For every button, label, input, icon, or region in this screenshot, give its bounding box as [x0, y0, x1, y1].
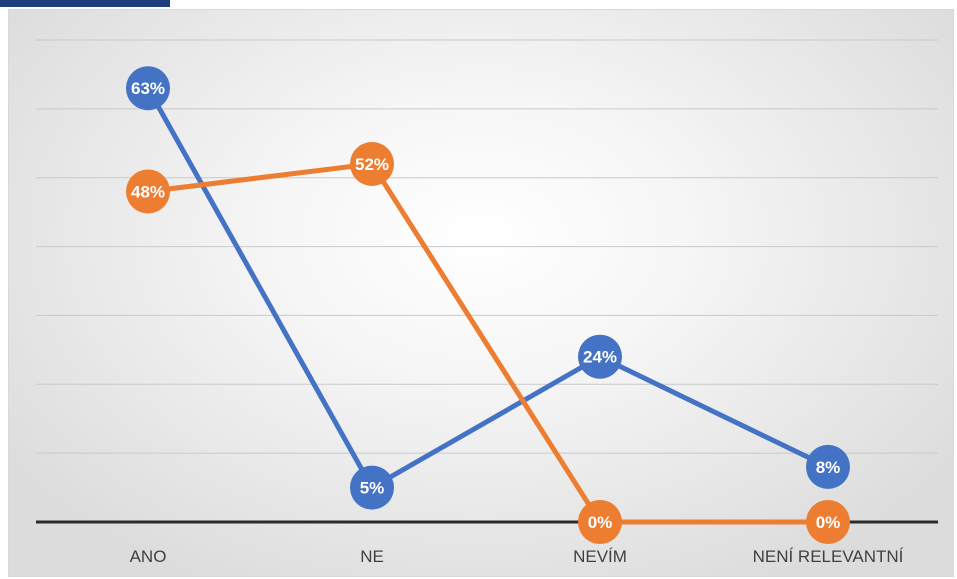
- data-label: 0%: [588, 513, 613, 532]
- x-tick-label: ANO: [130, 547, 167, 566]
- data-label: 8%: [816, 458, 841, 477]
- series-group: 63% 5% 24% 8% 48% 52% 0% 0%: [126, 66, 850, 544]
- data-point: [350, 465, 394, 510]
- data-point: [350, 141, 394, 186]
- data-point: [806, 444, 850, 489]
- data-point: [126, 66, 170, 111]
- data-point: [806, 500, 850, 544]
- data-label: 52%: [355, 155, 389, 174]
- data-point: [126, 169, 170, 214]
- data-label: 24%: [583, 348, 617, 367]
- chart-area: [8, 9, 954, 577]
- gridlines: [36, 39, 938, 454]
- data-label: 63%: [131, 79, 165, 98]
- series-1: 63% 5% 24% 8%: [126, 66, 850, 510]
- data-label: 0%: [816, 513, 841, 532]
- series-line: [145, 86, 830, 491]
- series-line: [147, 161, 828, 525]
- series-2: 48% 52% 0% 0%: [126, 141, 850, 544]
- x-tick-label: NEVÍM: [573, 547, 627, 566]
- x-tick-label: NENÍ RELEVANTNÍ: [753, 547, 904, 566]
- category-labels: ANO NE NEVÍM NENÍ RELEVANTNÍ: [130, 547, 904, 566]
- data-point: [578, 334, 622, 379]
- header-tab: [0, 0, 170, 7]
- data-label: 48%: [131, 182, 165, 201]
- data-point: [578, 500, 622, 544]
- data-label: 5%: [360, 479, 385, 498]
- x-tick-label: NE: [360, 547, 384, 566]
